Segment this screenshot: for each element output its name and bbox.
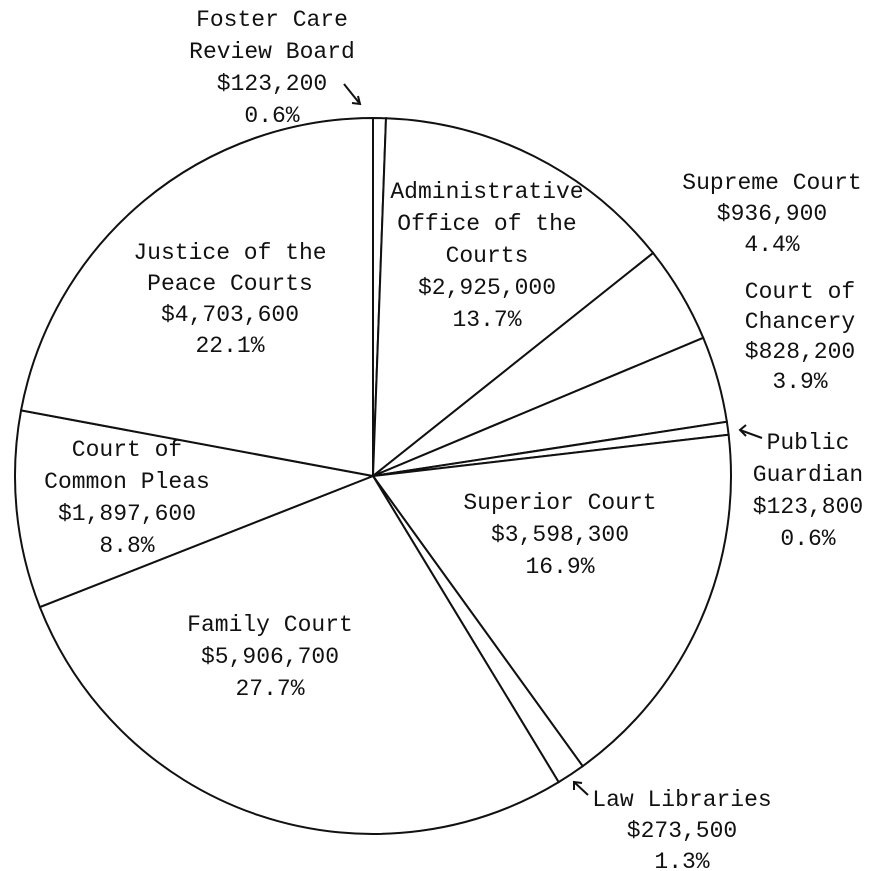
slices [14,116,732,835]
slice [371,117,655,479]
slice-label: Guardian [753,462,863,488]
arrow-head [573,780,583,790]
slice-label: Office of the [397,211,576,237]
arrow [573,781,589,796]
slice-label: Peace Courts [147,271,313,297]
arrow [343,83,361,105]
slice-label: Court of [745,279,855,305]
arrow-head [738,424,747,437]
value-label: $123,800 [753,494,863,520]
slice-label: Administrative [390,179,583,205]
value-label: $273,500 [627,818,737,844]
percent-label: 3.9% [772,369,827,395]
slice-label: Law Libraries [592,787,771,813]
slice-label: Courts [446,243,529,269]
value-label: $123,200 [217,71,327,97]
value-label: $4,703,600 [161,302,299,328]
percent-label: 22.1% [195,333,264,359]
value-label: $5,906,700 [201,644,339,670]
slice-label: Family Court [187,612,353,638]
percent-label: 0.6% [780,526,835,552]
slice-label: Supreme Court [682,170,861,196]
value-label: $828,200 [745,339,855,365]
slice [371,433,732,768]
slice-label: Foster Care [196,7,348,33]
slice-label: Superior Court [463,490,656,516]
percent-label: 4.4% [744,232,799,258]
percent-label: 13.7% [452,307,521,333]
value-label: $2,925,000 [418,275,556,301]
pointer-arrows [343,83,763,796]
value-label: $1,897,600 [58,501,196,527]
slice-label: Review Board [189,39,355,65]
value-label: $3,598,300 [491,522,629,548]
slice-label: Justice of the [133,240,326,266]
slice-label: Court of [72,437,182,463]
percent-label: 1.3% [654,849,709,871]
slice [38,474,561,835]
percent-label: 27.7% [235,676,304,702]
percent-label: 0.6% [244,103,299,129]
value-label: $936,900 [717,201,827,227]
arrow [739,429,763,439]
slice-label: Chancery [745,309,856,335]
slice-label: Public [767,430,850,456]
slice-label: Common Pleas [44,469,210,495]
arrow-head [351,95,362,106]
percent-label: 16.9% [525,554,594,580]
slice [19,116,374,478]
percent-label: 8.8% [99,533,154,559]
